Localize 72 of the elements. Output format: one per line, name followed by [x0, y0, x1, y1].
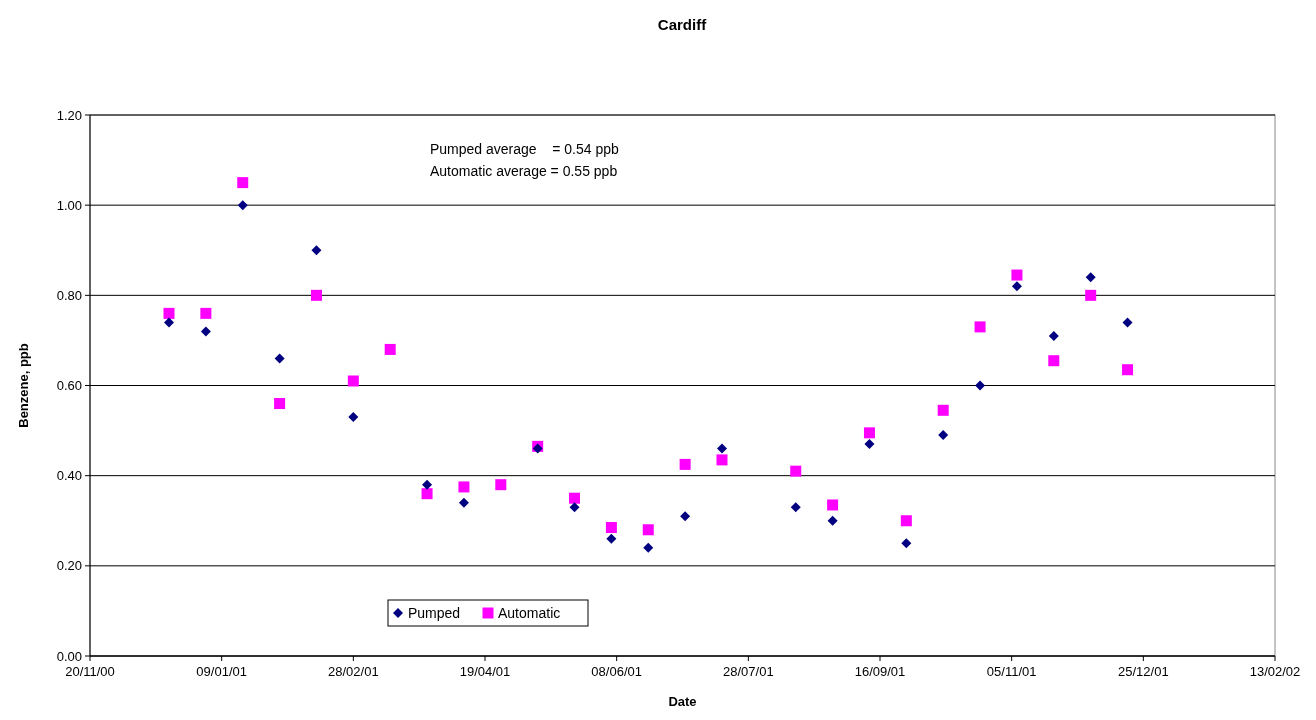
point	[348, 412, 359, 423]
y-tick-label: 0.60	[56, 378, 82, 394]
point	[458, 481, 470, 493]
y-axis-title: Benzene, ppb	[16, 343, 31, 428]
annotation: Automatic average = 0.55 ppb	[430, 163, 618, 179]
point	[827, 499, 839, 511]
point	[274, 398, 286, 410]
x-axis-title: Date	[668, 694, 697, 709]
point	[901, 538, 912, 549]
x-tick-label: 25/12/01	[1118, 664, 1169, 679]
point	[1048, 355, 1060, 367]
point	[1085, 289, 1097, 301]
point	[864, 439, 875, 450]
point	[237, 177, 249, 189]
point	[569, 492, 581, 504]
point	[200, 307, 212, 319]
y-tick-label: 0.00	[56, 648, 82, 664]
point	[938, 430, 949, 441]
point	[974, 321, 986, 333]
point	[827, 515, 838, 526]
point	[679, 458, 691, 470]
point	[421, 488, 433, 500]
point	[347, 375, 359, 387]
point	[975, 380, 986, 391]
point	[163, 307, 175, 319]
point	[1011, 269, 1023, 281]
point	[311, 245, 322, 256]
point	[1011, 281, 1022, 292]
x-tick-label: 09/01/01	[196, 664, 247, 679]
y-tick-label: 1.00	[56, 197, 82, 213]
point	[1122, 317, 1133, 328]
point	[495, 479, 507, 491]
point	[1085, 272, 1096, 283]
y-tick-label: 0.20	[56, 558, 82, 574]
x-tick-label: 20/11/00	[65, 664, 115, 679]
point	[274, 353, 285, 364]
y-tick-label: 0.40	[56, 468, 82, 484]
point	[605, 522, 617, 534]
point	[790, 502, 801, 513]
point	[642, 524, 654, 536]
x-tick-label: 08/06/01	[591, 664, 642, 679]
point	[1122, 364, 1134, 376]
point	[200, 326, 211, 337]
point	[680, 511, 691, 522]
x-tick-label: 28/02/01	[328, 664, 379, 679]
y-tick-label: 1.20	[56, 107, 82, 123]
chart-title: Cardiff	[657, 16, 708, 33]
point	[1048, 330, 1059, 341]
legend-label: Pumped	[408, 604, 461, 621]
legend-label: Automatic	[498, 604, 561, 621]
x-tick-label: 05/11/01	[986, 664, 1037, 679]
point	[900, 515, 912, 527]
y-tick-label: 0.80	[56, 287, 82, 303]
x-tick-label: 28/07/01	[723, 664, 774, 679]
point	[716, 454, 728, 466]
point	[937, 404, 949, 416]
point	[384, 343, 396, 355]
point	[164, 317, 174, 328]
point	[458, 497, 469, 508]
x-tick-label: 16/09/01	[854, 664, 906, 679]
point	[863, 427, 875, 439]
point	[790, 465, 802, 477]
annotation: Pumped average = 0.54 ppb	[430, 141, 619, 157]
point	[422, 479, 433, 490]
point	[237, 200, 248, 211]
point	[643, 542, 654, 553]
point	[310, 289, 322, 301]
point	[569, 502, 580, 513]
point	[606, 533, 617, 544]
x-tick-label: 13/02/02	[1249, 664, 1301, 679]
x-tick-label: 19/04/01	[459, 664, 511, 679]
point	[717, 443, 727, 454]
